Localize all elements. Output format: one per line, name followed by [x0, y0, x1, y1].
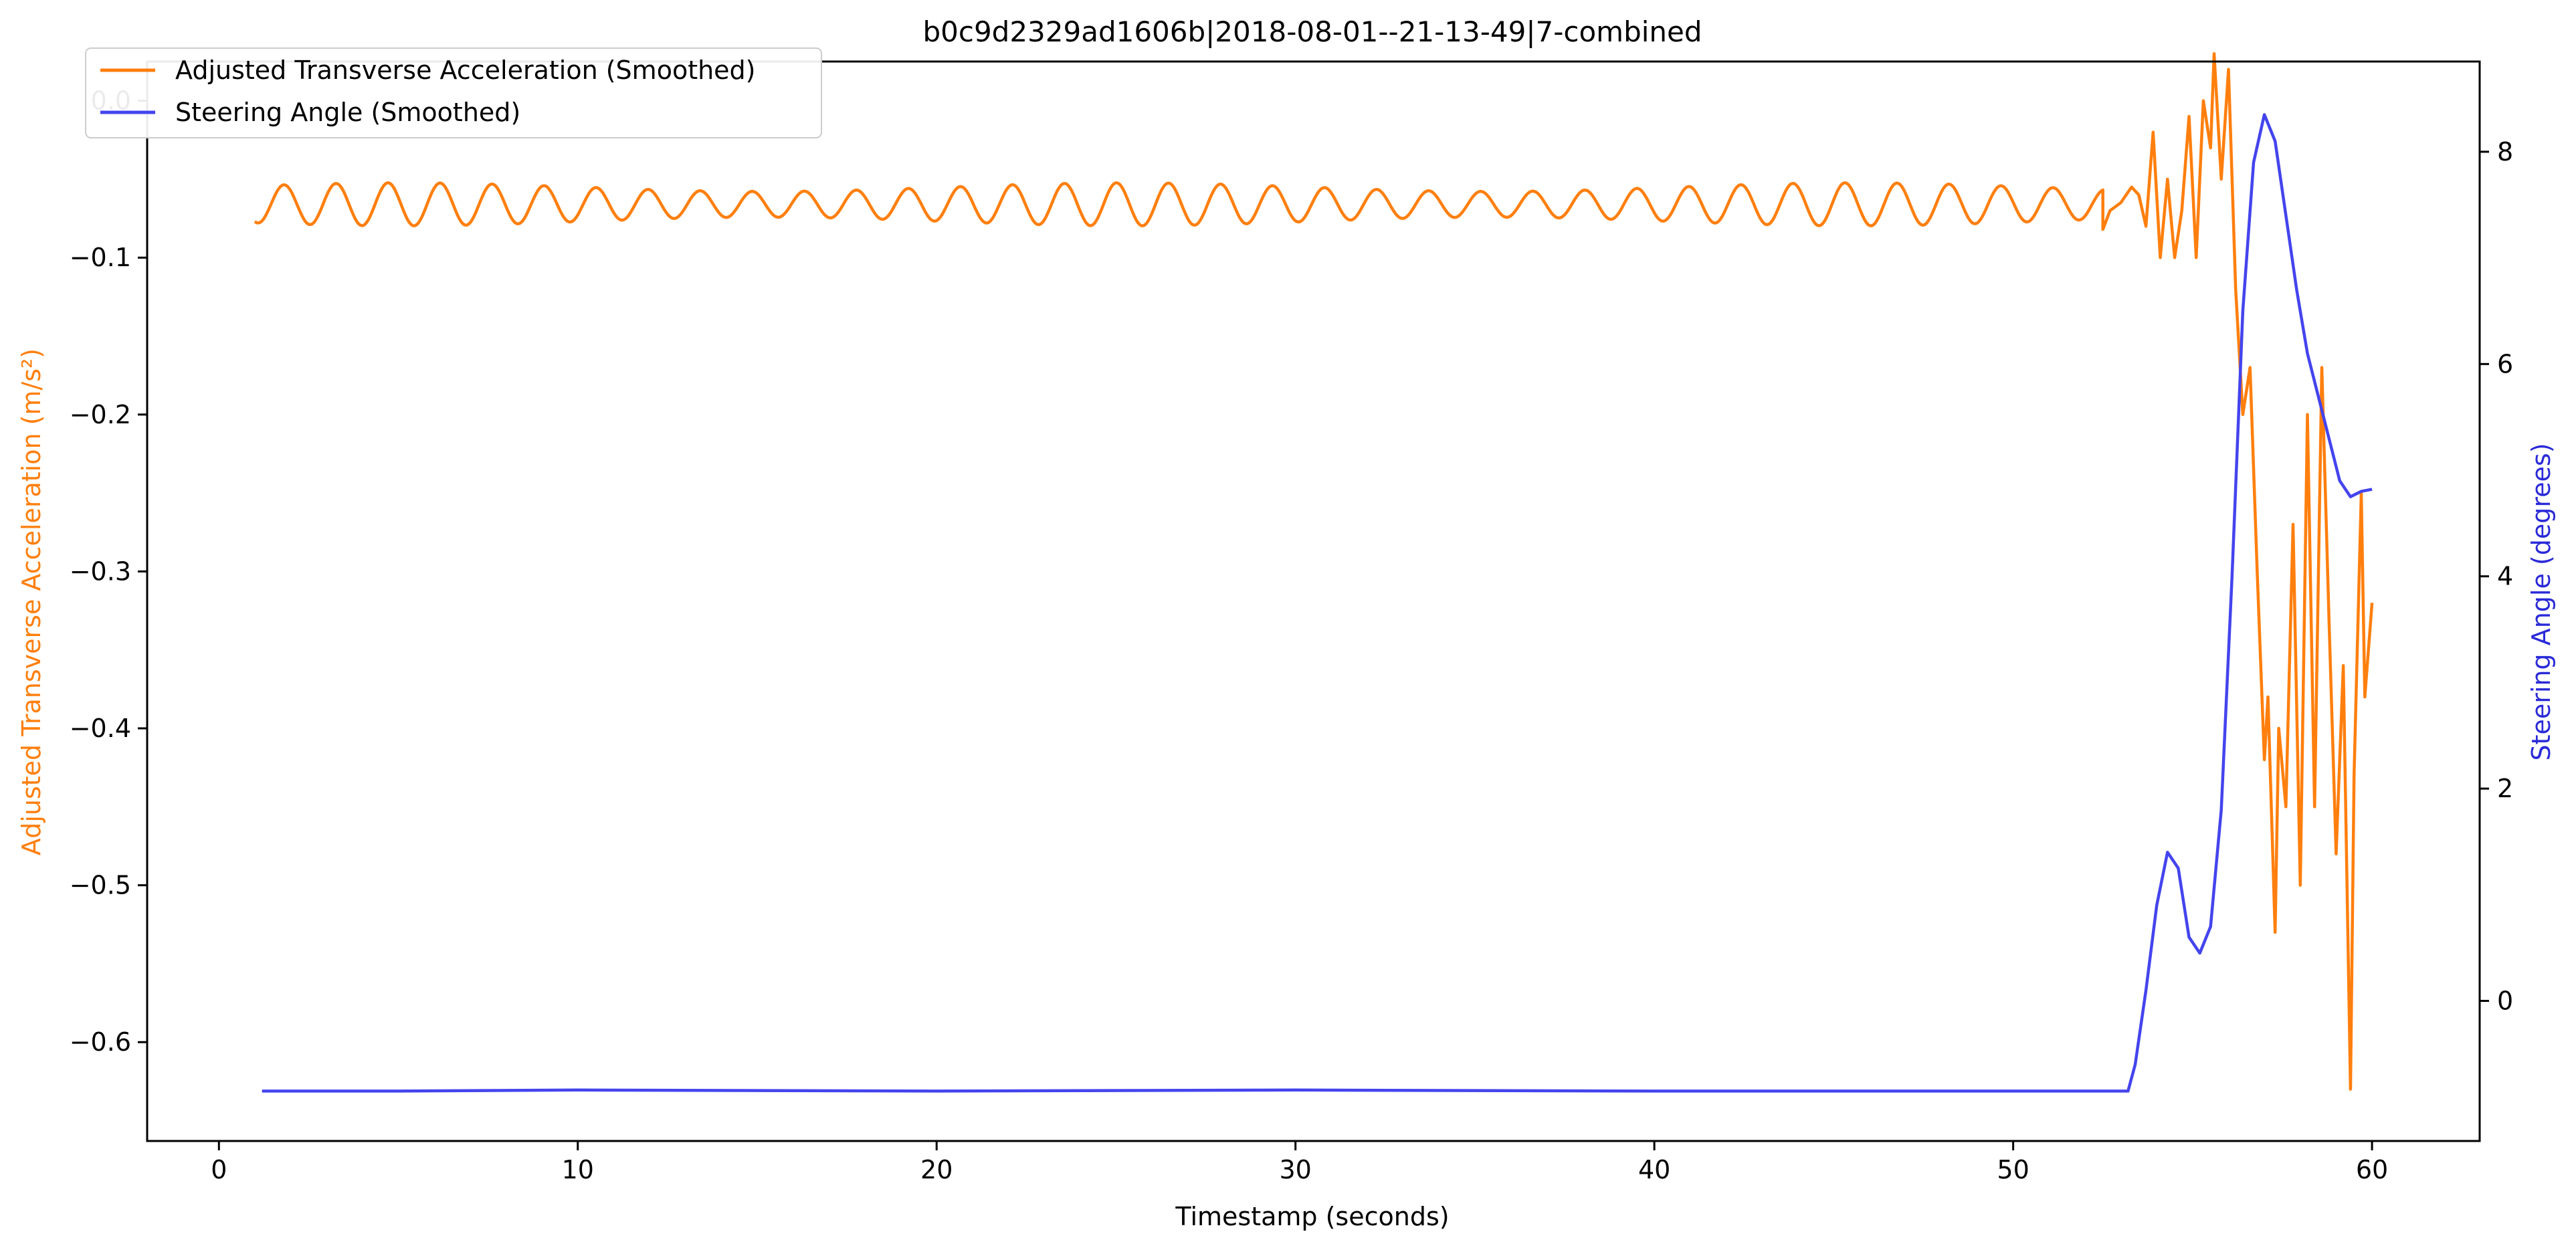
legend: Adjusted Transverse Acceleration (Smooth…: [85, 47, 822, 138]
y-left-tick-label: −0.2: [70, 400, 131, 429]
y-left-tick-label: −0.3: [70, 556, 131, 586]
x-tick-label: 60: [2356, 1155, 2388, 1184]
y-left-tick-label: −0.4: [70, 714, 131, 743]
x-tick-label: 40: [1638, 1155, 1670, 1184]
x-tick-label: 10: [562, 1155, 594, 1184]
series-line-acceleration: [254, 52, 2374, 1091]
x-tick-label: 30: [1279, 1155, 1311, 1184]
series-line-steering: [262, 113, 2373, 1093]
y-axis-right: 0 2 4 6 8: [2480, 137, 2513, 1016]
y-left-tick-label: −0.6: [70, 1027, 131, 1057]
x-axis-label: Timestamp (seconds): [1175, 1202, 1449, 1231]
x-tick-label: 0: [211, 1155, 227, 1184]
y-right-tick-label: 2: [2497, 774, 2513, 803]
y-right-tick-label: 8: [2497, 137, 2513, 167]
legend-label-acceleration: Adjusted Transverse Acceleration (Smooth…: [175, 56, 756, 85]
legend-label-steering: Steering Angle (Smoothed): [175, 98, 520, 127]
x-tick-label: 20: [920, 1155, 953, 1184]
x-tick-label: 50: [1997, 1155, 2029, 1184]
legend-box: [85, 47, 822, 138]
y-right-tick-label: 6: [2497, 349, 2513, 379]
y-right-tick-label: 4: [2497, 562, 2513, 591]
y-left-tick-label: −0.5: [70, 871, 131, 900]
y-right-tick-label: 0: [2497, 986, 2513, 1016]
x-axis: 0 10 20 30 40 50 60: [211, 1141, 2388, 1184]
chart-title: b0c9d2329ad1606b|2018-08-01--21-13-49|7-…: [922, 15, 1702, 48]
y-axis-right-label: Steering Angle (degrees): [2527, 443, 2556, 760]
y-left-tick-label: −0.1: [70, 243, 131, 272]
y-axis-left-label: Adjusted Transverse Acceleration (m/s²): [17, 348, 46, 855]
y-axis-left: 0.0−0.1−0.2−0.3−0.4−0.5−0.6: [70, 86, 147, 1057]
plot-frame: [146, 60, 2481, 1142]
series-layer: [254, 52, 2374, 1093]
